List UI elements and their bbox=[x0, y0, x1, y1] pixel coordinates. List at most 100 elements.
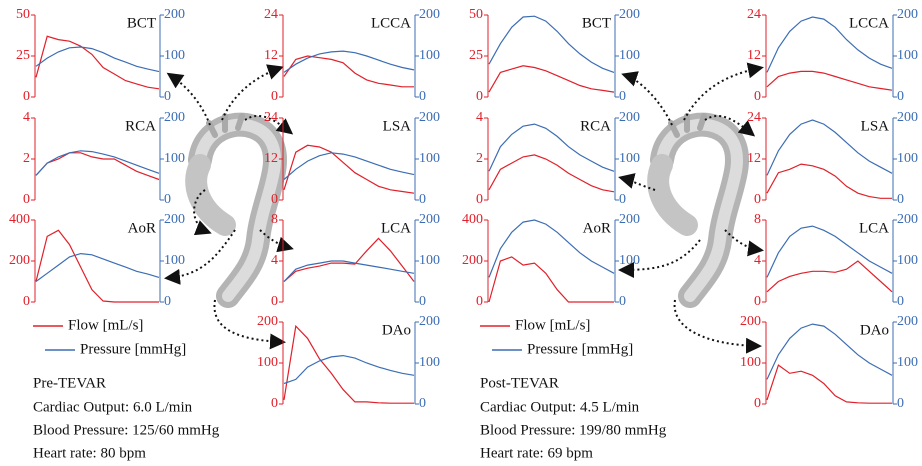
y-tick-label: 8 bbox=[754, 212, 761, 227]
y2-tick-label: 200 bbox=[419, 110, 440, 125]
info-block: Pre-TEVAR Cardiac Output: 6.0 L/min Bloo… bbox=[33, 375, 667, 461]
series-line bbox=[283, 354, 415, 385]
info-line: Blood Pressure: 199/80 mmHg bbox=[480, 422, 667, 438]
y2-tick-label: 0 bbox=[619, 89, 626, 104]
y-tick-label: 0 bbox=[23, 192, 30, 207]
y-tick-label: 400 bbox=[9, 212, 30, 227]
y-tick-label: 12 bbox=[747, 48, 761, 63]
y-tick-label: 2 bbox=[23, 151, 30, 166]
series-line bbox=[283, 144, 415, 194]
y-tick-label: 0 bbox=[754, 396, 761, 411]
series-line bbox=[766, 364, 892, 404]
chart: 0 12 24 0 100 200 LCCA bbox=[264, 7, 440, 104]
series-line bbox=[35, 229, 159, 303]
condition: Post-TEVAR bbox=[480, 375, 559, 391]
chart: 0 25 50 0 100 200 BCT bbox=[469, 7, 640, 104]
legend: Flow [mL/s] Pressure [mmHg] bbox=[33, 317, 186, 357]
info-line: Heart rate: 69 bpm bbox=[480, 445, 593, 461]
y2-tick-label: 200 bbox=[619, 7, 640, 22]
info-line: Blood Pressure: 125/60 mmHg bbox=[33, 422, 220, 438]
chart: 0 100 200 0 100 200 DAo bbox=[740, 314, 918, 411]
y2-tick-label: 0 bbox=[619, 192, 626, 207]
y2-tick-label: 200 bbox=[419, 212, 440, 227]
y-tick-label: 4 bbox=[23, 110, 30, 125]
y-tick-label: 24 bbox=[264, 7, 278, 22]
y2-tick-label: 100 bbox=[419, 355, 440, 370]
y2-tick-label: 0 bbox=[897, 396, 904, 411]
series-line bbox=[766, 323, 893, 380]
chart-title: LSA bbox=[861, 118, 890, 134]
chart-title: LCCA bbox=[371, 15, 411, 31]
y-tick-label: 0 bbox=[271, 192, 278, 207]
chart: 0 2 4 0 100 200 RCA bbox=[23, 110, 185, 207]
chart-title: LCA bbox=[381, 220, 411, 236]
y-tick-label: 4 bbox=[754, 253, 761, 268]
chart: 0 200 400 0 100 200 AoR bbox=[462, 212, 640, 309]
aorta-model bbox=[647, 112, 749, 308]
y-tick-label: 12 bbox=[264, 48, 278, 63]
chart: 0 4 8 0 100 200 LCA bbox=[271, 212, 440, 309]
y2-tick-label: 100 bbox=[164, 151, 185, 166]
y2-tick-label: 0 bbox=[419, 396, 426, 411]
y-tick-label: 0 bbox=[754, 192, 761, 207]
y2-tick-label: 200 bbox=[897, 314, 918, 329]
chart: 0 100 200 0 100 200 DAo bbox=[257, 314, 440, 411]
y-tick-label: 12 bbox=[747, 151, 761, 166]
series-line bbox=[35, 252, 160, 282]
series-line bbox=[283, 50, 415, 73]
y2-tick-label: 100 bbox=[419, 48, 440, 63]
y-tick-label: 50 bbox=[16, 7, 30, 22]
y2-tick-label: 0 bbox=[897, 89, 904, 104]
y-tick-label: 400 bbox=[462, 212, 483, 227]
chart-title: BCT bbox=[127, 15, 156, 31]
chart-title: DAo bbox=[860, 322, 889, 338]
y2-tick-label: 200 bbox=[164, 212, 185, 227]
y2-tick-label: 100 bbox=[419, 253, 440, 268]
y2-tick-label: 200 bbox=[897, 110, 918, 125]
y2-tick-label: 0 bbox=[897, 294, 904, 309]
aorta-model bbox=[185, 112, 287, 308]
series-line bbox=[35, 35, 160, 90]
y-tick-label: 8 bbox=[271, 212, 278, 227]
series-line bbox=[766, 70, 893, 91]
y-tick-label: 200 bbox=[740, 314, 761, 329]
series-line bbox=[283, 237, 415, 282]
y-tick-label: 24 bbox=[747, 7, 761, 22]
series-line bbox=[488, 256, 614, 303]
info-line: Heart rate: 80 bpm bbox=[33, 445, 146, 461]
y-tick-label: 50 bbox=[469, 7, 483, 22]
chart: 0 25 50 0 100 200 BCT bbox=[16, 7, 185, 104]
series-line bbox=[766, 260, 893, 293]
y-tick-label: 0 bbox=[23, 294, 30, 309]
legend-label: Pressure [mmHg] bbox=[527, 341, 633, 357]
y2-tick-label: 0 bbox=[419, 89, 426, 104]
y2-tick-label: 100 bbox=[897, 253, 918, 268]
y-tick-label: 200 bbox=[9, 253, 30, 268]
y-tick-label: 100 bbox=[740, 355, 761, 370]
y-tick-label: 12 bbox=[264, 151, 278, 166]
y-tick-label: 0 bbox=[754, 89, 761, 104]
series-line bbox=[488, 15, 615, 73]
chart: 0 2 4 0 100 200 RCA bbox=[476, 110, 640, 207]
y-tick-label: 0 bbox=[271, 89, 278, 104]
y-tick-label: 0 bbox=[476, 89, 483, 104]
y2-tick-label: 200 bbox=[419, 7, 440, 22]
chart-title: RCA bbox=[125, 118, 156, 134]
info-line: Cardiac Output: 4.5 L/min bbox=[480, 399, 640, 415]
y-tick-label: 100 bbox=[257, 355, 278, 370]
y2-tick-label: 200 bbox=[164, 110, 185, 125]
y-tick-label: 2 bbox=[476, 151, 483, 166]
series-line bbox=[283, 260, 415, 282]
y-tick-label: 25 bbox=[469, 48, 483, 63]
series-line bbox=[488, 154, 615, 193]
legend-label: Pressure [mmHg] bbox=[80, 341, 186, 357]
y-tick-label: 0 bbox=[754, 294, 761, 309]
y-tick-label: 4 bbox=[271, 253, 278, 268]
y-tick-label: 0 bbox=[476, 192, 483, 207]
y2-tick-label: 200 bbox=[897, 212, 918, 227]
series-line bbox=[488, 219, 615, 278]
series-line bbox=[766, 163, 892, 199]
chart-title: LSA bbox=[383, 118, 412, 134]
series-line bbox=[488, 65, 615, 93]
